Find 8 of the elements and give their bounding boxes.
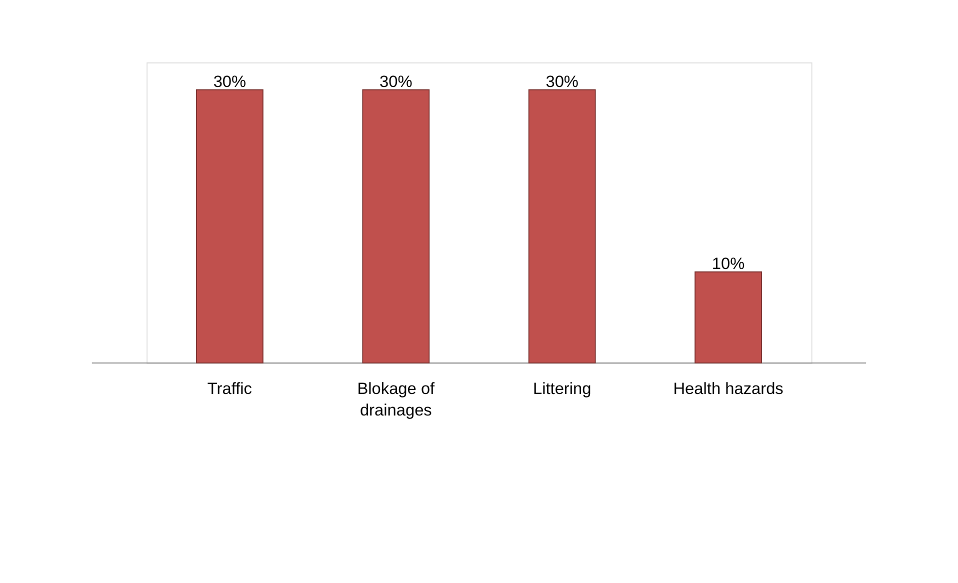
- data-label: 10%: [712, 255, 745, 274]
- x-tick-label: Traffic: [207, 380, 252, 398]
- data-label: 30%: [546, 73, 578, 92]
- data-label: 30%: [380, 73, 412, 92]
- x-tick-label: Health hazards: [673, 380, 784, 398]
- x-tick-label: Littering: [532, 380, 592, 398]
- x-tick-label: Blokage of drainages: [357, 380, 436, 420]
- data-label: 30%: [213, 73, 246, 92]
